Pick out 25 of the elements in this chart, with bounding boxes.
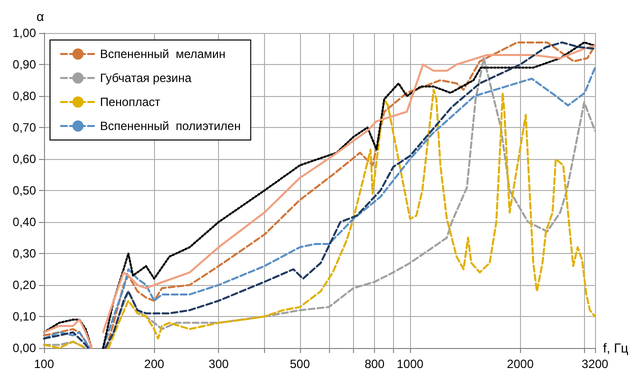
y-tick-label: 0,60	[12, 152, 36, 166]
y-tick-label: 0,70	[12, 120, 36, 134]
x-tick-label: 500	[290, 357, 310, 371]
x-tick-label: 2000	[506, 357, 534, 371]
x-tick-label: 300	[208, 357, 229, 371]
legend-label: Вспененный меламин	[100, 47, 226, 61]
x-tick-label: 800	[364, 357, 385, 371]
x-tick-label: 100	[34, 357, 54, 371]
y-tick-label: 0,40	[12, 215, 36, 229]
y-tick-label: 0,00	[12, 341, 36, 355]
legend-label: Пенопласт	[100, 95, 161, 109]
y-tick-label: 0,90	[12, 58, 36, 72]
y-tick-label: 0,30	[12, 246, 36, 260]
y-tick-label: 0,50	[12, 184, 36, 198]
y-tick-label: 0,20	[12, 278, 36, 292]
y-axis-title: α	[36, 9, 44, 24]
x-axis-title: f, Гц	[603, 340, 629, 356]
x-tick-label: 200	[144, 357, 165, 371]
x-tick-label: 1000	[396, 357, 424, 371]
y-tick-label: 0,10	[12, 310, 36, 324]
y-tick-label: 0,80	[12, 89, 36, 103]
y-tick-label: 1,00	[12, 26, 36, 40]
legend-label: Вспененный полиэтилен	[100, 119, 241, 133]
legend-label: Губчатая резина	[100, 71, 192, 85]
x-tick-label: 3200	[582, 357, 609, 371]
